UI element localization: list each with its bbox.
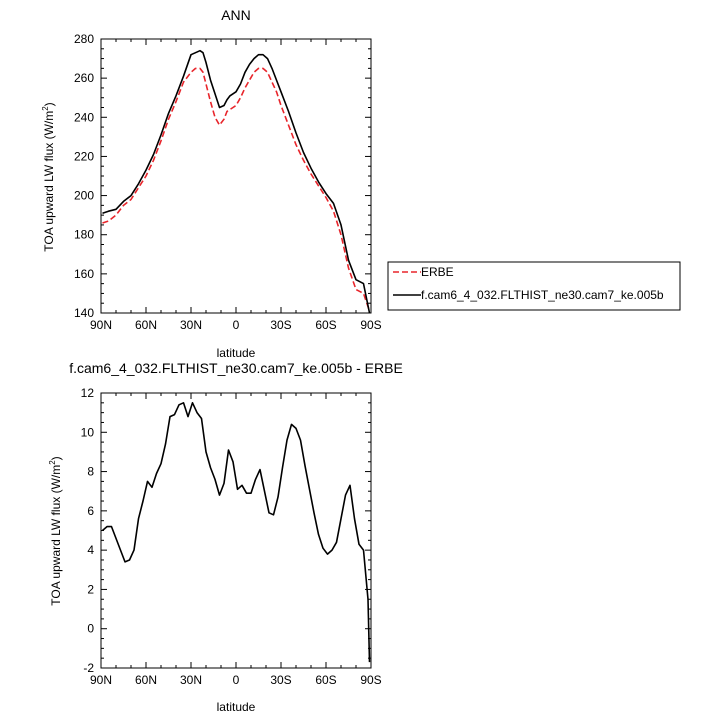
axis-ticks — [100, 392, 372, 669]
chart-panel-ann: ANN latitude TOA upward LW flux (W/m2) 9… — [41, 7, 382, 360]
x-tick-label: 90N — [90, 673, 112, 687]
y-tick-label: 140 — [74, 306, 94, 320]
legend-label-erbe: ERBE — [421, 265, 454, 279]
x-tick-label: 30S — [270, 318, 291, 332]
x-tick-label: 0 — [233, 673, 240, 687]
legend-box — [387, 261, 681, 311]
x-tick-label: 30N — [180, 318, 202, 332]
y-tick-label: 0 — [87, 622, 94, 636]
x-tick-label: 60N — [135, 318, 157, 332]
series-line-2 — [102, 49, 371, 314]
series-group — [101, 401, 371, 663]
plot-frame — [100, 38, 372, 314]
y-tick-label: 260 — [74, 71, 94, 85]
y-tick-label: 180 — [74, 228, 94, 242]
y-tick-label: 200 — [74, 189, 94, 203]
axis-ticks — [100, 38, 372, 314]
x-tick-label: 90N — [90, 318, 112, 332]
tick-labels: 90N 60N 30N 0 30S 60S 90S -2 0 2 4 6 8 10 12 — [81, 386, 382, 687]
x-tick-label: 30S — [270, 673, 291, 687]
y-tick-label: 280 — [74, 32, 94, 46]
y-axis-label: TOA upward LW flux (W/m2) — [48, 456, 63, 605]
chart-title: f.cam6_4_032.FLTHIST_ne30.cam7_ke.005b -… — [69, 360, 403, 376]
x-tick-label: 60S — [315, 318, 336, 332]
y-tick-label: 12 — [81, 386, 95, 400]
legend: ERBE f.cam6_4_032.FLTHIST_ne30.cam7_ke.0… — [387, 261, 681, 311]
x-tick-label: 90S — [360, 673, 381, 687]
x-tick-label: 60S — [315, 673, 336, 687]
x-axis-label: latitude — [217, 346, 256, 360]
legend-label-model: f.cam6_4_032.FLTHIST_ne30.cam7_ke.005b — [421, 288, 664, 302]
series-line-1 — [101, 401, 371, 663]
y-tick-label: 4 — [87, 543, 94, 557]
x-tick-label: 60N — [135, 673, 157, 687]
x-tick-label: 30N — [180, 673, 202, 687]
y-tick-label: 6 — [87, 504, 94, 518]
y-tick-label: 240 — [74, 110, 94, 124]
x-tick-label: 0 — [233, 318, 240, 332]
chart-panel-difference: f.cam6_4_032.FLTHIST_ne30.cam7_ke.005b -… — [48, 360, 403, 714]
y-tick-label: -2 — [83, 661, 94, 675]
series-line-1 — [102, 67, 371, 312]
tick-labels: 90N 60N 30N 0 30S 60S 90S 140 160 180 200 220 240 260… — [74, 32, 382, 332]
x-tick-label: 90S — [360, 318, 381, 332]
y-tick-label: 220 — [74, 149, 94, 163]
y-tick-label: 10 — [81, 425, 95, 439]
chart-title: ANN — [221, 7, 251, 23]
x-axis-label: latitude — [217, 700, 256, 714]
y-tick-label: 8 — [87, 465, 94, 479]
plot-frame — [100, 392, 372, 669]
y-tick-label: 160 — [74, 267, 94, 281]
y-axis-label: TOA upward LW flux (W/m2) — [41, 102, 56, 251]
series-group — [102, 49, 371, 314]
y-tick-label: 2 — [87, 582, 94, 596]
